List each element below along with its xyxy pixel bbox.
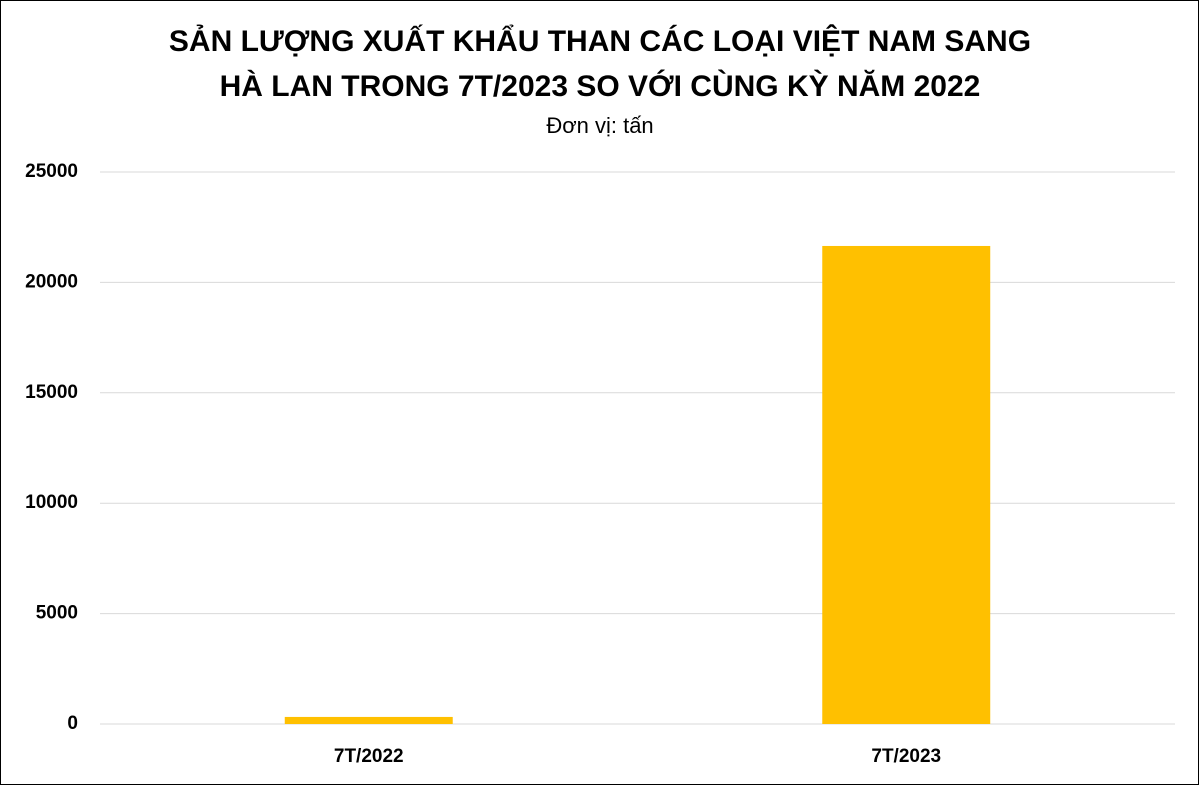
chart-title: HÀ LAN TRONG 7T/2023 SO VỚI CÙNG KỲ NĂM … <box>220 69 981 103</box>
y-tick-label: 0 <box>67 713 78 734</box>
y-tick-label: 5000 <box>36 603 78 624</box>
y-tick-label: 10000 <box>25 492 78 513</box>
y-tick-label: 25000 <box>25 161 78 182</box>
bar <box>284 716 453 724</box>
y-tick-label: 20000 <box>25 271 78 292</box>
bar <box>822 245 991 724</box>
x-tick-label: 7T/2023 <box>871 746 941 767</box>
chart-subtitle: Đơn vị: tấn <box>546 113 653 138</box>
x-tick-label: 7T/2022 <box>334 746 404 767</box>
chart-title: SẢN LƯỢNG XUẤT KHẨU THAN CÁC LOẠI VIỆT N… <box>169 24 1031 58</box>
y-tick-label: 15000 <box>25 382 78 403</box>
